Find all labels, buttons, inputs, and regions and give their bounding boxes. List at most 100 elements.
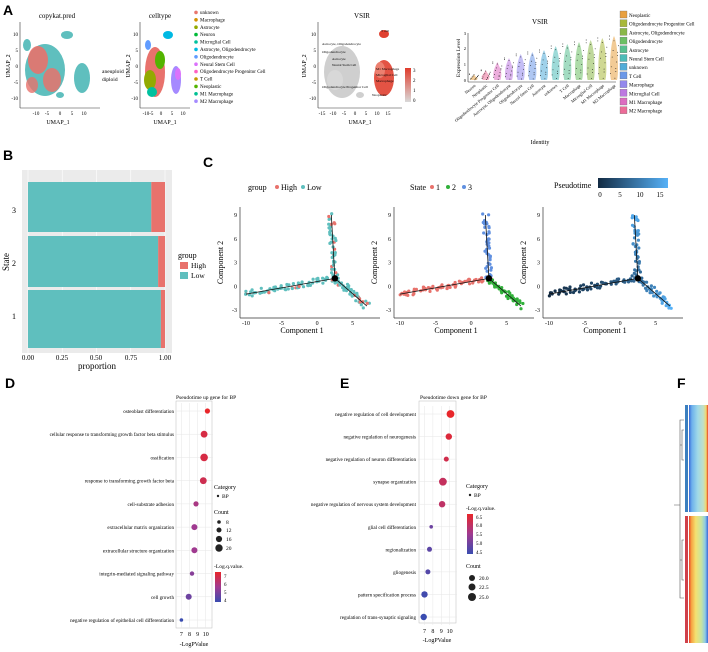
d-legend-category: BP — [222, 494, 229, 500]
violin-point — [534, 68, 536, 69]
trajectory-plot-state: Component 1 Component 2 -10 -5 0 5 -3 0 3 6 9 — [370, 207, 534, 335]
umap-celltype-xlabel: UMAP_1 — [153, 120, 176, 126]
cell-point — [568, 290, 573, 294]
tick: -5 — [45, 112, 50, 117]
legend-label: Neoplastic — [629, 14, 651, 19]
tick: 6 — [234, 237, 237, 243]
tick: 3 — [234, 261, 237, 267]
violin-point — [501, 65, 503, 67]
term-label: synapse organization — [373, 480, 416, 486]
tick: 9 — [537, 213, 540, 219]
violin-point — [574, 73, 576, 75]
violin-point — [564, 68, 566, 70]
cell-point — [480, 276, 484, 280]
term-dot — [204, 408, 210, 414]
violin-point — [531, 54, 533, 56]
violin-point — [482, 76, 484, 78]
violin-point — [472, 75, 474, 77]
cell-point — [562, 286, 566, 290]
violin-xtick: unknown — [543, 82, 559, 97]
violin-point — [522, 72, 523, 74]
umap-copykat-legend: aneuploid diploid — [102, 69, 124, 83]
cell-point — [454, 284, 458, 288]
umap-celltype-ylabel: UMAP_2 — [126, 54, 132, 77]
violin-point — [571, 51, 573, 53]
cell-point — [589, 287, 593, 291]
violin-point — [589, 52, 591, 54]
violin-point — [569, 64, 571, 66]
cell-point — [467, 277, 471, 281]
violin-point — [521, 78, 523, 80]
cell-point — [428, 289, 432, 293]
cell-point — [631, 242, 635, 246]
violin-point — [611, 56, 613, 58]
e-legend-color-title: -Log.q.value. — [466, 506, 496, 512]
d-legend: Category BP Count 8 12 16 20 -Log.q.valu… — [214, 485, 244, 604]
tick: 10 — [637, 191, 645, 199]
panel-letter-d: D — [5, 375, 15, 391]
cell-point — [350, 294, 354, 298]
legend-swatch — [619, 80, 628, 88]
tick: 10 — [13, 33, 19, 38]
term-dot — [191, 547, 198, 554]
f-cluster-bar-2 — [685, 516, 688, 643]
cell-point — [352, 289, 356, 294]
cell-point — [244, 289, 248, 293]
violin-point — [513, 62, 514, 64]
trajectory-line — [245, 277, 335, 295]
tick: 25.0 — [479, 595, 489, 601]
tick: 8 — [226, 520, 229, 526]
tick: 3 — [537, 261, 540, 267]
cell-point — [321, 281, 325, 285]
violin-point — [506, 68, 508, 70]
violin-point — [603, 71, 605, 73]
violin-point — [545, 73, 547, 75]
violin-point — [535, 63, 537, 65]
legend-swatch — [619, 63, 628, 71]
cell-point — [636, 229, 640, 233]
d-dots: 7 8 9 10 osteoblast differentiation cellular … — [50, 403, 213, 638]
violin-point — [579, 78, 581, 79]
cell-point — [589, 281, 594, 285]
cell-point — [325, 275, 329, 279]
violin-point — [504, 59, 505, 60]
cell-point — [482, 231, 486, 235]
panel-e: Pseudotime down gene for BP 7 8 9 10 negativ… — [311, 394, 496, 644]
violin-point — [533, 74, 535, 76]
tick: 6 — [537, 237, 540, 243]
term-label: integrin-mediated signaling pathway — [99, 572, 174, 578]
violin-point — [515, 53, 517, 55]
d-title: Pseudotime up gene for BP — [176, 394, 236, 401]
cell-point — [521, 301, 525, 306]
cell-point — [284, 288, 288, 292]
term-dot — [191, 524, 198, 531]
term-dot — [443, 456, 449, 462]
term-label: pattern specification process — [358, 591, 416, 598]
cell-point — [485, 269, 489, 273]
violin-point — [605, 56, 607, 57]
violin-point — [574, 44, 575, 46]
term-dot — [439, 477, 447, 486]
cell-point — [489, 266, 493, 270]
cell-point — [316, 276, 320, 280]
tick: 5.5 — [476, 533, 483, 538]
cell-point — [431, 284, 435, 288]
violin-point — [511, 70, 513, 72]
violin-point — [498, 76, 500, 78]
bar-xticks: 0.00 0.25 0.50 0.75 1.00 — [22, 354, 172, 362]
violin-shape — [610, 36, 618, 80]
e-legend-category-title: Category — [466, 484, 488, 490]
legend-label: M1 Macrophage — [629, 101, 663, 106]
cell-point — [637, 260, 642, 264]
violin-shape — [586, 40, 595, 80]
cell-point — [508, 291, 512, 295]
cell-point — [515, 302, 519, 307]
violin-point — [492, 62, 494, 64]
violin-point — [588, 58, 590, 60]
violin-point — [533, 72, 535, 74]
tick: -5 — [433, 321, 438, 327]
cell-point — [426, 286, 430, 290]
cell-point — [297, 284, 301, 288]
violin-point — [616, 61, 618, 63]
